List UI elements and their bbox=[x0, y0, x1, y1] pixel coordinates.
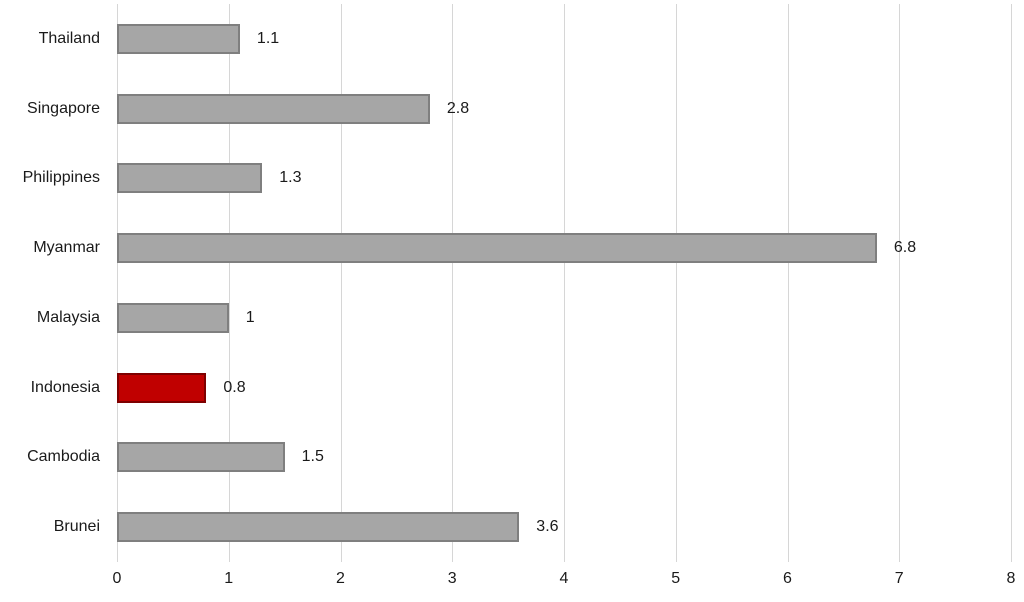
bar-indonesia bbox=[117, 372, 207, 403]
gridline-5 bbox=[675, 4, 677, 562]
bar-brunei bbox=[117, 512, 520, 543]
category-label-malaysia: Malaysia bbox=[36, 308, 100, 326]
x-tick-label: 6 bbox=[783, 570, 792, 587]
value-label-thailand: 1.1 bbox=[256, 29, 280, 47]
category-label-thailand: Thailand bbox=[38, 29, 100, 47]
plot-area: 1.1 2.8 1.3 6.8 1 0.8 1.5 3.6 bbox=[117, 4, 1012, 562]
gridline-1 bbox=[228, 4, 230, 562]
bar-malaysia bbox=[117, 302, 229, 333]
gridline-8 bbox=[1011, 4, 1012, 562]
value-label-myanmar: 6.8 bbox=[893, 239, 917, 257]
x-tick-label: 7 bbox=[894, 570, 904, 587]
x-tick-label: 5 bbox=[671, 570, 681, 587]
bar-philippines bbox=[117, 163, 263, 194]
x-tick-label: 0 bbox=[112, 570, 122, 587]
category-label-singapore: Singapore bbox=[27, 99, 100, 117]
category-label-indonesia: Indonesia bbox=[30, 378, 100, 396]
gridline-7 bbox=[899, 4, 901, 562]
gridline-2 bbox=[340, 4, 342, 562]
bar-singapore bbox=[117, 93, 430, 124]
category-label-brunei: Brunei bbox=[53, 518, 100, 536]
x-tick-label: 2 bbox=[336, 570, 345, 587]
category-label-philippines: Philippines bbox=[22, 169, 100, 187]
category-label-cambodia: Cambodia bbox=[27, 448, 100, 466]
gridline-0 bbox=[117, 4, 118, 562]
bar-cambodia bbox=[117, 442, 285, 473]
x-tick-label: 8 bbox=[1006, 570, 1016, 587]
x-tick-label: 4 bbox=[559, 570, 569, 587]
value-label-malaysia: 1 bbox=[245, 308, 255, 326]
value-label-brunei: 3.6 bbox=[536, 518, 559, 536]
value-label-cambodia: 1.5 bbox=[301, 448, 324, 466]
bar-thailand bbox=[117, 23, 240, 54]
gridline-6 bbox=[787, 4, 789, 562]
x-tick-label: 3 bbox=[447, 570, 457, 587]
x-tick-label: 1 bbox=[224, 570, 234, 587]
category-label-myanmar: Myanmar bbox=[33, 239, 100, 257]
gridline-4 bbox=[564, 4, 565, 562]
value-label-philippines: 1.3 bbox=[279, 169, 302, 187]
value-label-indonesia: 0.8 bbox=[223, 378, 246, 396]
value-label-singapore: 2.8 bbox=[446, 99, 470, 117]
gridline-3 bbox=[452, 4, 454, 562]
bar-myanmar bbox=[117, 233, 877, 264]
